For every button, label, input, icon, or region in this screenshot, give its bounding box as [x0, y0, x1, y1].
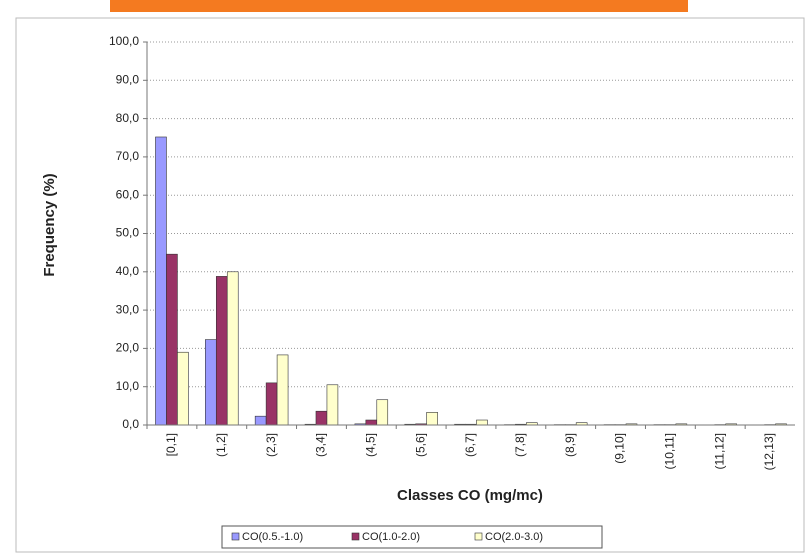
legend-label: CO(0.5.-1.0) [242, 531, 303, 543]
x-tick-label: (6,7] [463, 433, 477, 457]
y-tick-label: 90,0 [116, 72, 140, 86]
x-axis-title: Classes CO (mg/mc) [397, 487, 543, 504]
x-tick-label: (12,13] [762, 433, 776, 470]
bar [426, 412, 438, 426]
y-axis-title: Frequency (%) [41, 173, 58, 276]
bar [205, 339, 217, 426]
y-tick-label: 100,0 [109, 34, 139, 48]
bar [166, 253, 178, 426]
x-tick-label: (8,9] [563, 433, 577, 457]
y-tick-label: 20,0 [116, 341, 140, 355]
bar [215, 276, 228, 426]
bar [326, 384, 339, 426]
y-tick-label: 10,0 [116, 379, 140, 393]
x-tick-label: (5,6] [413, 433, 427, 457]
y-tick-label: 0,0 [122, 417, 139, 431]
header-strip [110, 0, 688, 12]
x-tick-label: [0,1] [164, 433, 178, 456]
x-tick-label: (10,11] [663, 433, 677, 469]
x-tick-label: (9,10] [613, 433, 627, 464]
y-tick-label: 60,0 [116, 187, 140, 201]
legend-box [221, 525, 603, 549]
bar [177, 351, 189, 426]
legend-swatch [351, 532, 360, 541]
y-tick-label: 70,0 [116, 149, 140, 163]
bar [315, 410, 328, 426]
bar [265, 382, 278, 426]
legend-swatch [474, 532, 483, 541]
y-tick-label: 50,0 [116, 226, 140, 240]
bar [376, 399, 389, 426]
bar [155, 136, 167, 426]
x-tick-label: (4,5] [363, 433, 377, 457]
y-tick-label: 80,0 [116, 111, 140, 125]
legend-label: CO(2.0-3.0) [485, 531, 543, 543]
bar [226, 271, 239, 426]
bar [476, 419, 488, 426]
y-tick-label: 30,0 [116, 302, 140, 316]
x-tick-label: (3,4] [314, 433, 328, 457]
y-tick-label: 40,0 [116, 264, 140, 278]
bar [254, 415, 267, 426]
x-tick-label: (1,2] [214, 433, 228, 457]
x-tick-label: (7,8] [513, 433, 527, 457]
bar [365, 419, 378, 426]
legend-swatch [231, 532, 240, 541]
chart-border [15, 17, 805, 553]
legend-label: CO(1.0-2.0) [362, 531, 420, 543]
x-tick-label: (11,12] [712, 433, 726, 469]
x-tick-label: (2,3] [264, 433, 278, 457]
bar [276, 354, 289, 426]
